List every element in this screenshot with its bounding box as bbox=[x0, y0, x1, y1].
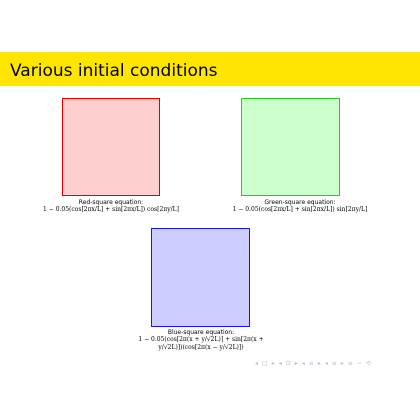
back-forward-icon[interactable]: ⟲ bbox=[365, 360, 371, 367]
section-icon[interactable]: ≡ bbox=[308, 360, 314, 367]
blue-square bbox=[151, 228, 250, 327]
red-square-formula: 1 − 0.05(cos[2πx/L] + sin[2πx/L]) cos[2π… bbox=[43, 206, 179, 214]
next-section-icon[interactable]: ▸ bbox=[317, 360, 321, 367]
next-frame-icon[interactable]: ▸ bbox=[294, 360, 298, 367]
green-square bbox=[241, 98, 340, 196]
slide-title: Various initial conditions bbox=[10, 61, 218, 81]
next-slide-icon[interactable]: ▸ bbox=[271, 360, 275, 367]
green-square-caption: Green-square equation: 1 − 0.05(cos[2πx/… bbox=[200, 199, 400, 214]
blue-square-caption-label: Blue-square equation: bbox=[167, 329, 235, 336]
search-icon[interactable]: ∽ bbox=[356, 360, 362, 367]
green-square-caption-label: Green-square equation: bbox=[264, 199, 336, 206]
frame-icon[interactable]: ⊡ bbox=[285, 360, 291, 367]
blue-square-formula-line-2: y/√2L)])(cos[2π(x − y/√2L)]) bbox=[158, 343, 244, 351]
prev-subsection-icon[interactable]: ◂ bbox=[324, 360, 328, 367]
slide-icon[interactable]: □ bbox=[262, 360, 268, 367]
green-square-formula: 1 − 0.05(cos[2πx/L] + sin[2πx/L]) sin[2π… bbox=[232, 206, 368, 214]
prev-section-icon[interactable]: ◂ bbox=[301, 360, 305, 367]
red-square bbox=[62, 98, 160, 196]
subsection-icon[interactable]: ≡ bbox=[331, 360, 337, 367]
title-bar: Various initial conditions bbox=[0, 52, 420, 86]
blue-square-caption: Blue-square equation: 1 − 0.05(cos[2π(x … bbox=[120, 329, 282, 351]
blue-square-formula-line-1: 1 − 0.05(cos[2π(x + y/√2L)] + sin[2π(x + bbox=[138, 336, 264, 344]
slide: Various initial conditions Red-square eq… bbox=[0, 52, 420, 368]
prev-slide-icon[interactable]: ◂ bbox=[255, 360, 259, 367]
align-icon[interactable]: ≡ bbox=[347, 360, 353, 367]
beamer-navigation-bar: ◂ □ ▸ ◂ ⊡ ▸ ◂ ≡ ▸ ◂ ≡ ▸ ≡ ∽ ⟲ bbox=[255, 359, 415, 369]
prev-frame-icon[interactable]: ◂ bbox=[278, 360, 282, 367]
red-square-caption: Red-square equation: 1 − 0.05(cos[2πx/L]… bbox=[20, 199, 202, 214]
red-square-caption-label: Red-square equation: bbox=[78, 199, 144, 206]
next-subsection-icon[interactable]: ▸ bbox=[340, 360, 344, 367]
